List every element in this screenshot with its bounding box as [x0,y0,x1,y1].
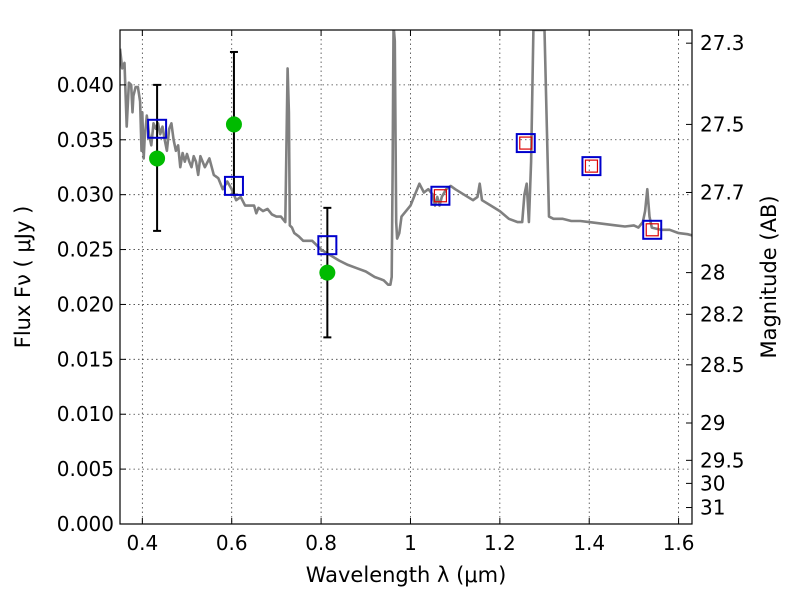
x-tick-label: 1.2 [484,531,516,555]
y2-tick-label: 29.5 [700,448,745,472]
y-tick-label: 0.005 [57,457,114,481]
spectrum-line [120,30,692,287]
ticks-layer: 0.4 0.6 0.8 1 1.2 1.4 1.6 0.000 0.005 0.010 0.015 0… [57,30,745,555]
model-square [430,185,451,206]
model-inner-square [584,159,599,173]
y2-tick-label: 31 [700,496,725,520]
y2-tick-label: 28.5 [700,353,745,377]
y2-tick-label: 27.3 [700,31,745,55]
x-tick-label: 0.6 [216,531,248,555]
y2-tick-label: 29 [700,411,725,435]
model-square [581,156,602,177]
y-tick-label: 0.020 [57,292,114,316]
x-tick-label: 1.4 [573,531,605,555]
photometry-point [319,264,336,281]
model-inner-square [433,189,448,203]
y-tick-label: 0.000 [57,512,114,536]
y2-axis-label: Magnitude (AB) [757,195,781,358]
grid-layer [120,30,692,525]
model-square [223,175,244,196]
x-tick-label: 1.6 [663,531,695,555]
x-tick-label: 1 [404,531,417,555]
y-tick-label: 0.015 [57,347,114,371]
model-square [317,235,338,256]
y-tick-label: 0.040 [57,73,114,97]
y2-tick-label: 27.5 [700,112,745,136]
y2-tick-label: 28 [700,261,725,285]
y-tick-label: 0.035 [57,128,114,152]
y-axis-label: Flux Fν ( μJy ) [11,206,35,349]
series-layer [120,30,692,339]
photometry-point [149,150,166,167]
y-tick-label: 0.010 [57,402,114,426]
x-tick-label: 0.4 [126,531,158,555]
y2-tick-label: 28.2 [700,302,745,326]
model-inner-square [519,136,533,150]
y-tick-label: 0.030 [57,183,114,207]
plot-frame [119,29,693,525]
y2-tick-label: 27.7 [700,180,745,204]
model-square [515,133,536,154]
photometry-point [225,116,242,133]
x-tick-label: 0.8 [305,531,337,555]
y-tick-label: 0.025 [57,238,114,262]
y2-tick-label: 30 [700,471,725,495]
model-square [147,118,168,139]
x-axis-label: Wavelength λ (μm) [306,563,507,587]
model-inner-square [645,223,659,237]
model-square [642,219,663,240]
